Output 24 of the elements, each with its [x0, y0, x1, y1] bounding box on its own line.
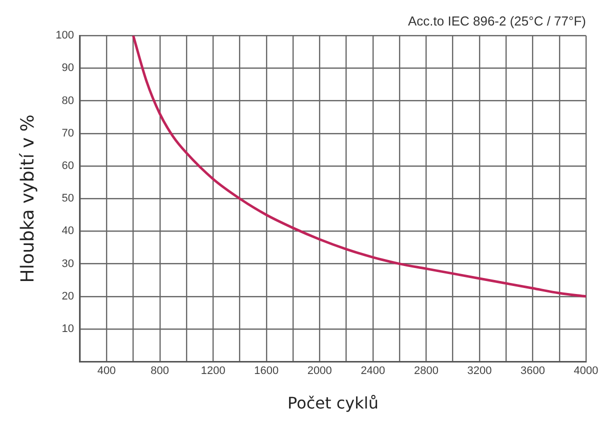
x-tick-label: 2400 — [360, 365, 386, 378]
x-tick-label: 2000 — [307, 365, 332, 378]
y-tick-label: 10 — [62, 323, 74, 336]
y-tick-label: 70 — [62, 127, 74, 140]
x-tick-label: 4000 — [574, 365, 598, 378]
y-tick-label: 80 — [62, 94, 74, 107]
x-tick-label: 800 — [150, 365, 170, 378]
y-tick-label: 20 — [62, 290, 74, 302]
y-tick-label: 50 — [62, 192, 74, 205]
x-tick-label: 2800 — [414, 365, 438, 378]
y-tick-label: 100 — [56, 30, 74, 42]
line-series — [132, 36, 586, 298]
x-tick-label: 3200 — [467, 365, 492, 378]
x-tick-label: 1200 — [200, 365, 226, 378]
y-tick-label: 90 — [62, 62, 74, 74]
chart-title: Acc.to IEC 896-2 (25°C / 77°F) — [408, 13, 586, 28]
y-tick-label: 40 — [62, 225, 74, 238]
x-tick-label: 1600 — [254, 365, 279, 378]
x-axis-title: Počet cyklů — [287, 394, 378, 413]
y-axis-title: Hloubka vybití v % — [17, 114, 38, 283]
x-tick-label: 3600 — [520, 365, 545, 378]
x-tick-label: 400 — [97, 365, 116, 378]
y-tick-label: 60 — [62, 160, 74, 172]
y-tick-label: 30 — [62, 258, 74, 270]
